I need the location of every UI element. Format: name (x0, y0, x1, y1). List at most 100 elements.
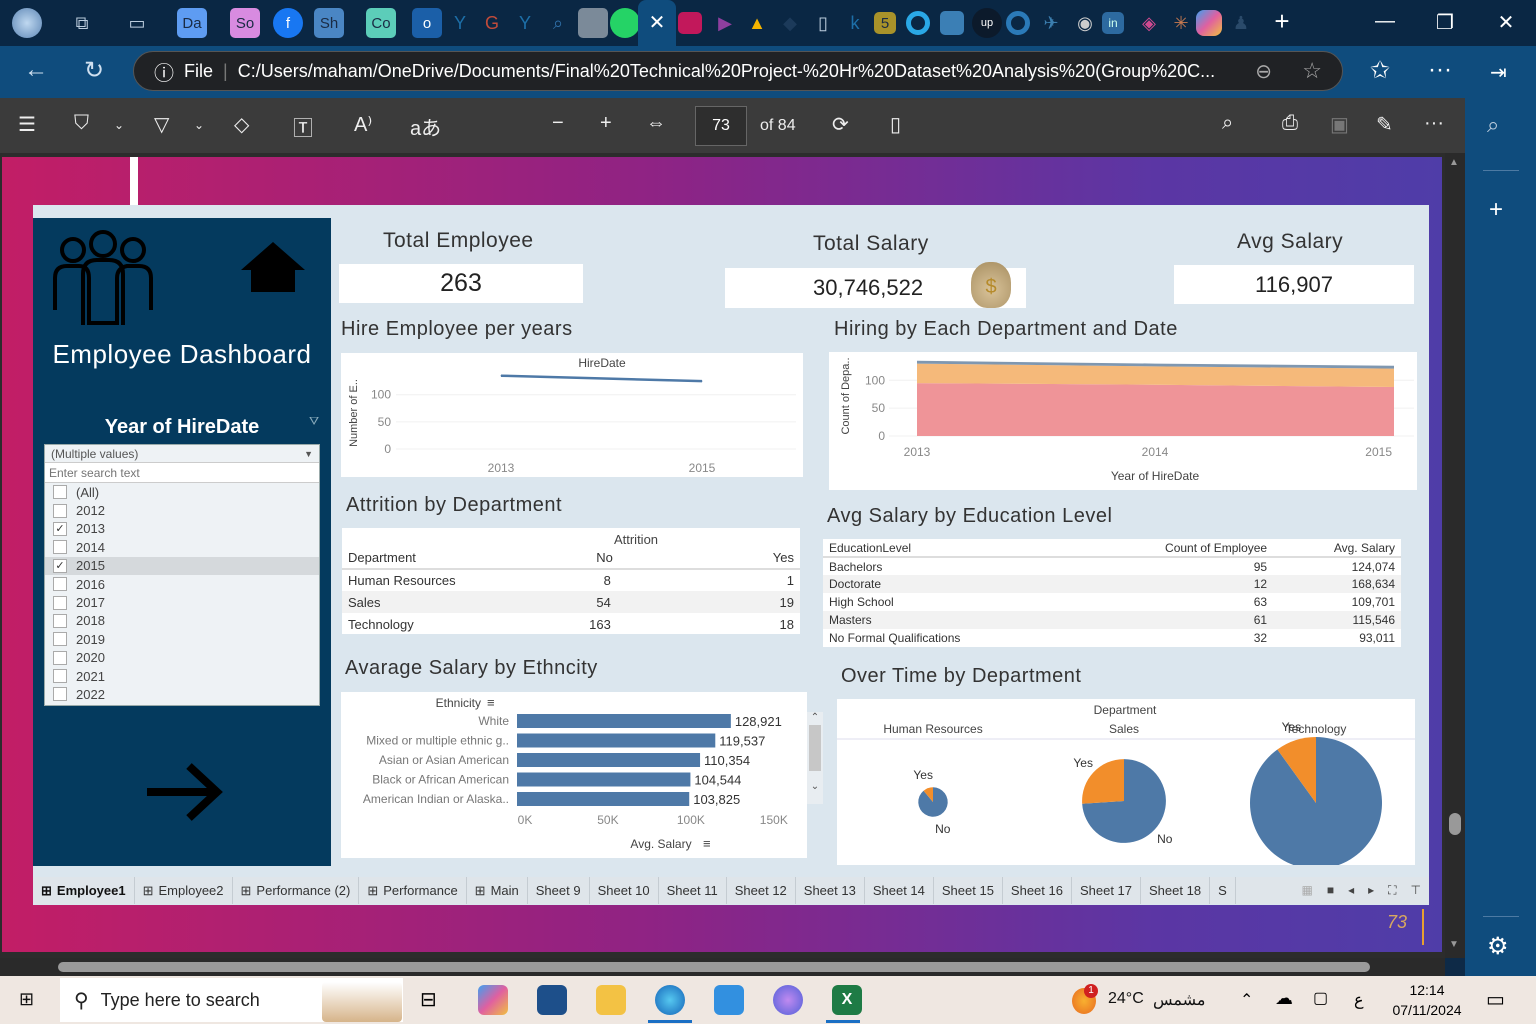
scroll-thumb[interactable] (1449, 813, 1461, 835)
back-button[interactable]: ← (24, 56, 48, 83)
bar-chart-scrollbar[interactable]: ⌃ ⌄ (807, 712, 823, 804)
checkbox[interactable]: ✓ (53, 558, 67, 573)
search-tab-icon[interactable]: ⌕ (552, 12, 564, 33)
draw-dropdown-icon[interactable]: ⌄ (194, 118, 205, 132)
camera-icon[interactable] (940, 11, 964, 35)
text-box-icon[interactable]: 🅃 (293, 118, 313, 140)
favorites-icon[interactable]: ✩ (1370, 57, 1391, 84)
next-sheet-icon[interactable]: ▸ (1368, 883, 1375, 897)
fit-width-icon[interactable]: ⇔ (646, 112, 666, 134)
scroll-up-arrow[interactable]: ▲ (1449, 157, 1459, 168)
task-view-icon[interactable]: ⊟ (420, 989, 437, 1011)
draw-icon[interactable]: ▽ (154, 114, 170, 136)
card-icon[interactable]: ◈ (1142, 12, 1156, 33)
add-sidebar-app-icon[interactable]: + (1489, 196, 1504, 223)
sheet-tab[interactable]: Sheet 9 (528, 877, 590, 904)
sheet-tab[interactable]: S (1210, 877, 1236, 904)
sheet-tab[interactable]: Sheet 17 (1072, 877, 1142, 904)
print-icon[interactable]: ⎙ (1282, 112, 1298, 134)
youtube-icon[interactable] (678, 12, 702, 34)
copilot-app-icon[interactable] (773, 985, 803, 1015)
filter-select[interactable]: (Multiple values) ▼ (45, 445, 319, 463)
filter-option[interactable]: 2022 (45, 685, 319, 703)
meet-now-icon[interactable]: ▢ (1313, 990, 1329, 1007)
more-menu-icon[interactable]: ··· (1428, 56, 1452, 83)
sheet-tab[interactable]: Sheet 12 (727, 877, 796, 904)
arrow-right-icon[interactable] (143, 760, 225, 824)
clock[interactable]: 12:14 07/11/2024 (1392, 982, 1462, 1018)
read-aloud-icon[interactable]: A⁾ (354, 114, 373, 136)
checkbox[interactable] (53, 613, 67, 628)
search-sidebar-icon[interactable]: ⌕ (1487, 112, 1500, 137)
yl-icon-2[interactable]: Y (518, 12, 531, 33)
tabs-view-icon[interactable]: ■ (1326, 883, 1335, 897)
filter-option[interactable]: (All) (45, 483, 319, 501)
sheet-tab[interactable]: Sheet 14 (865, 877, 934, 904)
asterisk-icon[interactable]: ✳ (1173, 12, 1189, 33)
translate-icon[interactable]: aあ (410, 118, 442, 140)
filmstrip-icon[interactable]: ▦ (1301, 883, 1313, 897)
scroll-down-arrow[interactable]: ⌄ (810, 781, 820, 792)
dropdown-arrow-icon[interactable]: ▼ (304, 448, 313, 459)
page-number-input[interactable]: 73 (695, 106, 747, 146)
zoom-out-icon[interactable]: ⊖ (1255, 60, 1272, 83)
edge-icon[interactable] (655, 985, 685, 1015)
minimize-button[interactable]: — (1375, 10, 1395, 32)
refresh-button[interactable]: ↻ (84, 57, 105, 84)
zoom-out-button[interactable]: − (552, 112, 564, 134)
checkbox[interactable] (53, 540, 67, 555)
person-icon[interactable]: ♟ (1232, 12, 1250, 33)
filter-search-input[interactable] (45, 463, 319, 483)
fullscreen-icon[interactable]: ⛶ (1388, 883, 1397, 897)
favorite-star-icon[interactable]: ☆ (1302, 58, 1322, 83)
filter-option[interactable]: 2021 (45, 667, 319, 685)
weather-temp[interactable]: 24°C (1108, 990, 1144, 1007)
sheet-tab[interactable]: ⊞ Employee1 (33, 877, 135, 904)
sheet-tab[interactable]: Sheet 13 (796, 877, 865, 904)
copilot-taskbar-icon[interactable] (478, 985, 508, 1015)
close-window-button[interactable]: ✕ (1497, 12, 1515, 34)
sheet-tab[interactable]: Sheet 10 (590, 877, 659, 904)
tab-so[interactable]: So (230, 8, 260, 38)
copilot-icon[interactable] (1196, 10, 1222, 36)
close-active-tab-icon[interactable]: ✕ (638, 0, 676, 46)
h-scroll-thumb[interactable] (58, 962, 1370, 972)
show-hidden-icons[interactable]: ⌃ (1240, 992, 1254, 1009)
more-options-icon[interactable]: ··· (1424, 112, 1444, 134)
excel-icon[interactable]: X (832, 985, 862, 1015)
highlight-icon[interactable]: ⛉ (74, 112, 89, 134)
address-input[interactable]: ⓘ File | C:/Users/maham/OneDrive/Documen… (133, 51, 1343, 91)
yl-icon[interactable]: Y (453, 12, 466, 33)
o-ring-icon[interactable] (906, 11, 930, 35)
new-tab-button[interactable]: + (1274, 6, 1290, 36)
sheet-tab[interactable]: ⊞ Performance (2) (233, 877, 360, 904)
whatsapp-icon[interactable] (610, 8, 640, 38)
scroll-up-arrow[interactable]: ⌃ (810, 712, 820, 723)
o-ring-icon-2[interactable] (1006, 11, 1030, 35)
home-icon[interactable] (239, 240, 307, 292)
contents-icon[interactable]: ☰ (18, 114, 36, 136)
tab-actions-icon[interactable]: ▭ (128, 12, 146, 33)
checkbox[interactable]: ✓ (53, 521, 67, 536)
zoom-in-button[interactable]: + (600, 112, 612, 134)
notifications-icon[interactable]: ▭ (1486, 989, 1505, 1011)
prev-sheet-icon[interactable]: ◂ (1348, 883, 1355, 897)
filter-option[interactable]: 2016 (45, 575, 319, 593)
presentation-icon[interactable]: ⊤ (1410, 883, 1421, 897)
sheet-tab[interactable]: ⊞ Main (467, 877, 528, 904)
sheet-tab[interactable]: Sheet 16 (1003, 877, 1072, 904)
upwork-icon[interactable]: up (972, 8, 1002, 38)
checkbox[interactable] (53, 503, 67, 518)
filter-option[interactable]: 2019 (45, 630, 319, 648)
sheet-tab[interactable]: Sheet 11 (659, 877, 727, 904)
start-button[interactable]: ⊞ (19, 989, 35, 1009)
horizontal-scrollbar[interactable] (0, 958, 1445, 976)
checkbox[interactable] (53, 687, 67, 702)
github-icon[interactable]: ◉ (1077, 12, 1093, 33)
profile-avatar-icon[interactable] (12, 8, 42, 38)
five-icon[interactable]: 5 (874, 12, 896, 34)
checkbox[interactable] (53, 632, 67, 647)
clear-filter-icon[interactable]: ⛛ (309, 414, 320, 428)
video-icon[interactable]: ▶ (718, 12, 732, 33)
settings-gear-icon[interactable]: ⚙ (1487, 933, 1509, 960)
